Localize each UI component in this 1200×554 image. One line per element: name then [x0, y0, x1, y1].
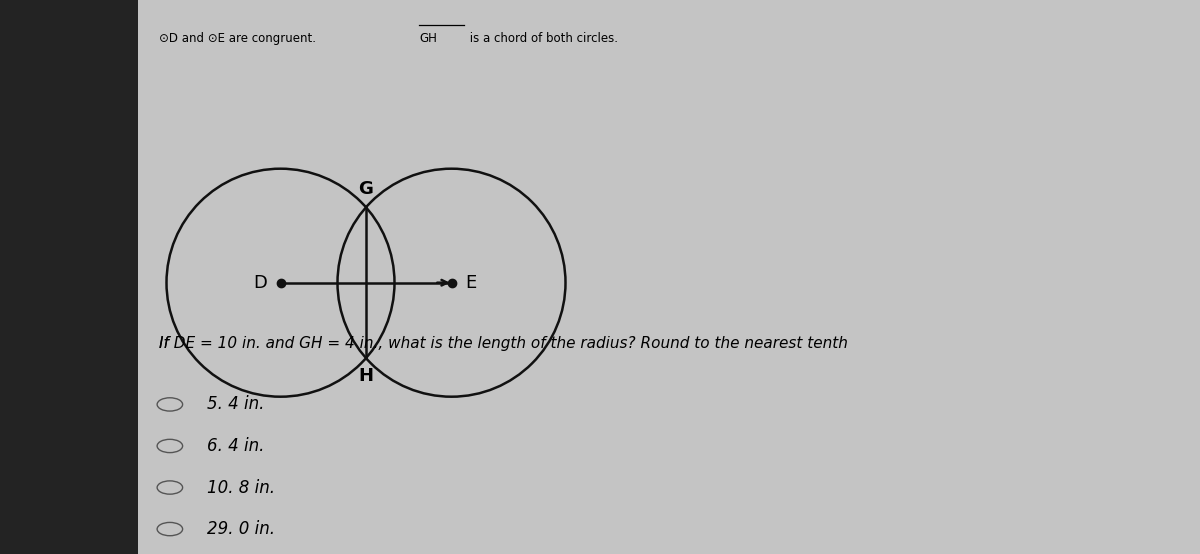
- Text: If DE = 10 in. and GH = 4 in., what is the length of the radius? Round to the ne: If DE = 10 in. and GH = 4 in., what is t…: [160, 336, 848, 351]
- Text: 6. 4 in.: 6. 4 in.: [208, 437, 264, 455]
- Text: If: If: [160, 336, 174, 351]
- Text: 29. 0 in.: 29. 0 in.: [208, 520, 275, 538]
- Text: 10. 8 in.: 10. 8 in.: [208, 479, 275, 496]
- Text: GH: GH: [420, 32, 437, 45]
- Text: 5. 4 in.: 5. 4 in.: [208, 396, 264, 413]
- Text: is a chord of both circles.: is a chord of both circles.: [466, 32, 618, 45]
- Text: E: E: [466, 274, 476, 292]
- Text: D: D: [253, 274, 266, 292]
- Text: G: G: [359, 180, 373, 198]
- Text: H: H: [359, 367, 373, 385]
- Text: ⊙D and ⊙E are congruent.: ⊙D and ⊙E are congruent.: [160, 32, 324, 45]
